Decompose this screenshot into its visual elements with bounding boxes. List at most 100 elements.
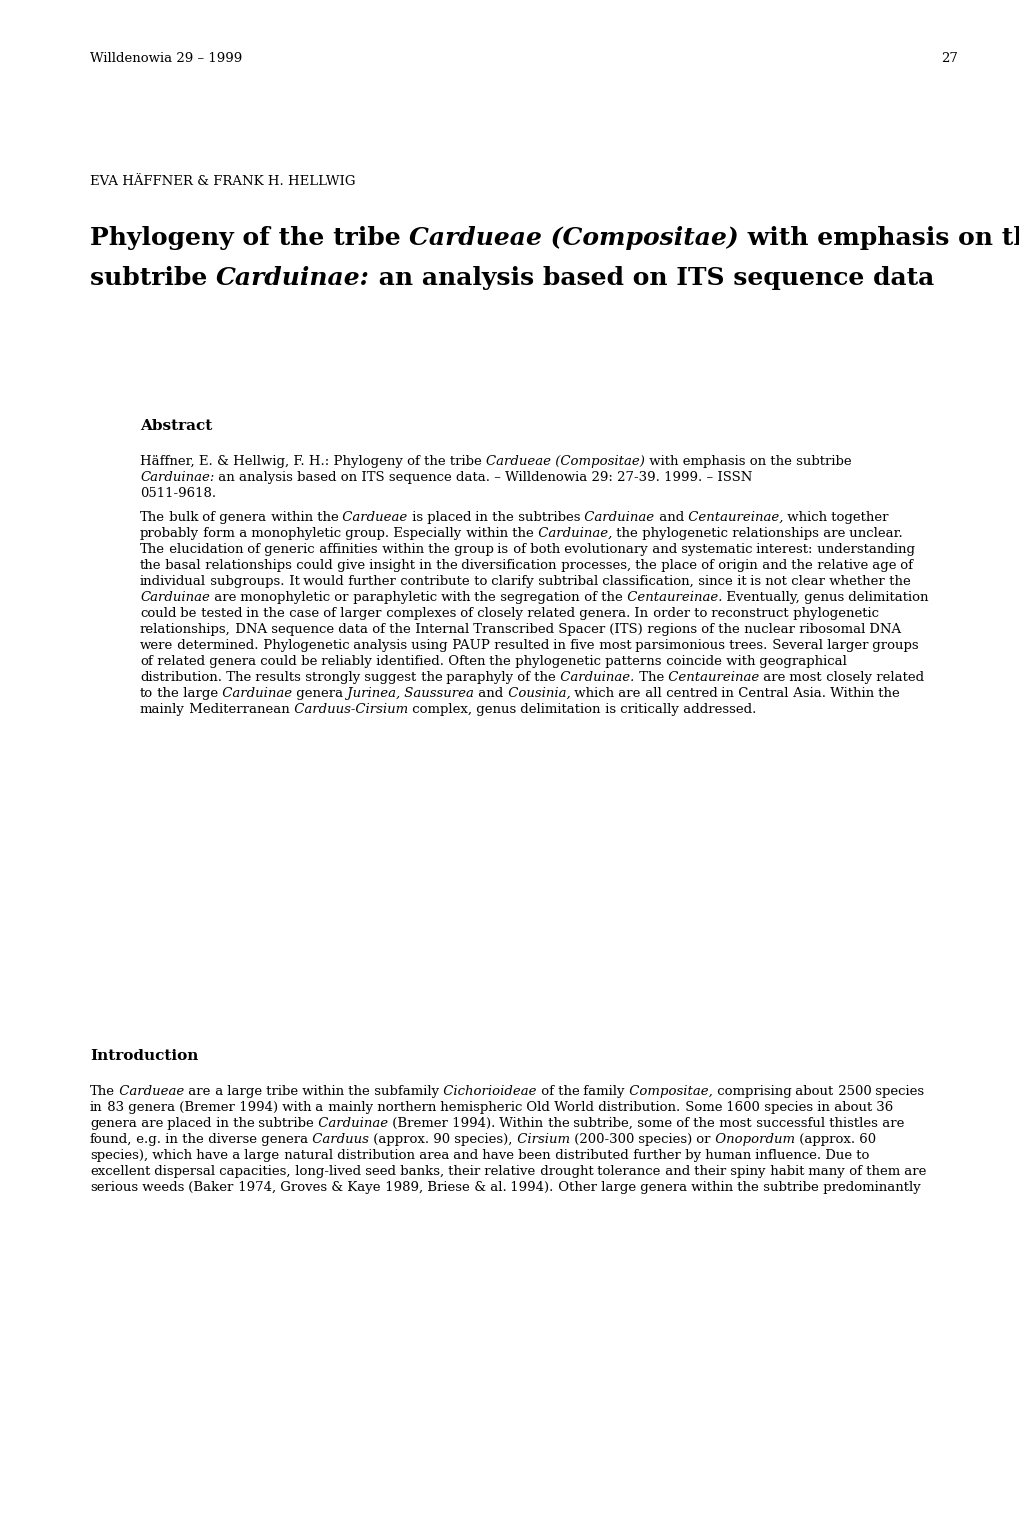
Text: within: within: [687, 1180, 733, 1194]
Text: patterns: patterns: [600, 655, 661, 667]
Text: data: data: [333, 623, 368, 637]
Text: genera: genera: [215, 512, 266, 524]
Text: closely: closely: [473, 608, 523, 620]
Text: the: the: [313, 512, 338, 524]
Text: the: the: [530, 670, 555, 684]
Text: e.g.: e.g.: [132, 1133, 161, 1145]
Text: weeds: weeds: [138, 1180, 184, 1194]
Text: thistles: thistles: [824, 1116, 877, 1130]
Text: natural: natural: [279, 1148, 332, 1162]
Text: of: of: [199, 512, 215, 524]
Text: Jurinea,: Jurinea,: [343, 687, 400, 699]
Text: insight: insight: [365, 559, 415, 573]
Text: elucidation: elucidation: [165, 544, 244, 556]
Text: are: are: [818, 527, 844, 541]
Text: excellent: excellent: [90, 1165, 150, 1177]
Text: an analysis based on ITS sequence data. – Willdenowia 29: 27-39. 1999. – ISSN: an analysis based on ITS sequence data. …: [214, 470, 752, 484]
Text: The: The: [140, 544, 165, 556]
Text: large: large: [178, 687, 218, 699]
Text: to: to: [852, 1148, 869, 1162]
Text: of: of: [697, 623, 713, 637]
Text: unclear.: unclear.: [844, 527, 902, 541]
Text: 60: 60: [854, 1133, 875, 1145]
Text: Carduinae:: Carduinae:: [216, 266, 370, 290]
Text: found,: found,: [90, 1133, 132, 1145]
Text: Introduction: Introduction: [90, 1049, 198, 1063]
Text: mainly: mainly: [140, 702, 184, 716]
Text: Carduinae,: Carduinae,: [533, 527, 611, 541]
Text: of: of: [244, 544, 260, 556]
Text: of: of: [896, 559, 912, 573]
Text: form: form: [199, 527, 234, 541]
Text: the: the: [873, 687, 899, 699]
Text: northern: northern: [372, 1101, 436, 1115]
Text: distribution.: distribution.: [140, 670, 222, 684]
Text: larger: larger: [822, 638, 867, 652]
Text: Carduinae: Carduinae: [580, 512, 654, 524]
Text: relationships: relationships: [727, 527, 818, 541]
Text: using: using: [408, 638, 447, 652]
Text: group: group: [449, 544, 493, 556]
Text: since: since: [693, 576, 732, 588]
Text: Cardueae (Compositae): Cardueae (Compositae): [409, 226, 739, 250]
Text: genera: genera: [90, 1116, 137, 1130]
Text: paraphyly: paraphyly: [442, 670, 513, 684]
Text: could: could: [291, 559, 332, 573]
Text: PAUP: PAUP: [447, 638, 489, 652]
Text: about: about: [791, 1086, 833, 1098]
Text: an analysis based on ITS sequence data: an analysis based on ITS sequence data: [370, 266, 933, 290]
Text: and: and: [647, 544, 677, 556]
Text: of: of: [672, 1116, 689, 1130]
Text: with: with: [436, 591, 470, 605]
Text: genera.: genera.: [575, 608, 630, 620]
Text: related: related: [153, 655, 205, 667]
Text: serious: serious: [90, 1180, 138, 1194]
Text: Especially: Especially: [389, 527, 462, 541]
Text: species: species: [759, 1101, 812, 1115]
Text: Centaureinae: Centaureinae: [663, 670, 758, 684]
Text: be: be: [176, 608, 197, 620]
Text: Carduinae: Carduinae: [314, 1116, 388, 1130]
Text: the: the: [153, 687, 178, 699]
Text: processes,: processes,: [556, 559, 631, 573]
Text: are: are: [900, 1165, 926, 1177]
Text: most: most: [594, 638, 631, 652]
Text: the: the: [507, 527, 533, 541]
Text: The: The: [140, 512, 165, 524]
Text: of: of: [536, 1086, 553, 1098]
Text: evolutionary: evolutionary: [559, 544, 647, 556]
Text: in: in: [90, 1101, 103, 1115]
Text: successful: successful: [751, 1116, 824, 1130]
Text: have: have: [192, 1148, 228, 1162]
Text: phylogenetic: phylogenetic: [637, 527, 727, 541]
Text: large: large: [240, 1148, 279, 1162]
Text: of: of: [508, 544, 525, 556]
Text: in: in: [212, 1116, 228, 1130]
Text: Several: Several: [767, 638, 822, 652]
Text: related: related: [523, 608, 575, 620]
Text: Central: Central: [734, 687, 788, 699]
Text: 1600: 1600: [721, 1101, 759, 1115]
Text: geographical: geographical: [754, 655, 846, 667]
Text: Internal: Internal: [411, 623, 469, 637]
Text: Carduinae: Carduinae: [218, 687, 291, 699]
Text: within: within: [462, 527, 507, 541]
Text: whether: whether: [824, 576, 884, 588]
Text: a: a: [210, 1086, 223, 1098]
Text: which: which: [570, 687, 613, 699]
Text: genera: genera: [123, 1101, 174, 1115]
Text: strongly: strongly: [301, 670, 360, 684]
Text: interest:: interest:: [752, 544, 812, 556]
Text: genera: genera: [291, 687, 343, 699]
Text: the: the: [140, 559, 161, 573]
Text: bulk: bulk: [165, 512, 199, 524]
Text: generic: generic: [260, 544, 315, 556]
Text: related: related: [871, 670, 923, 684]
Text: or: or: [692, 1133, 710, 1145]
Text: complexes: complexes: [381, 608, 455, 620]
Text: relative: relative: [812, 559, 867, 573]
Text: the: the: [228, 1116, 254, 1130]
Text: area: area: [415, 1148, 448, 1162]
Text: subtribe,: subtribe,: [569, 1116, 633, 1130]
Text: Phylogeny of the tribe: Phylogeny of the tribe: [90, 226, 409, 250]
